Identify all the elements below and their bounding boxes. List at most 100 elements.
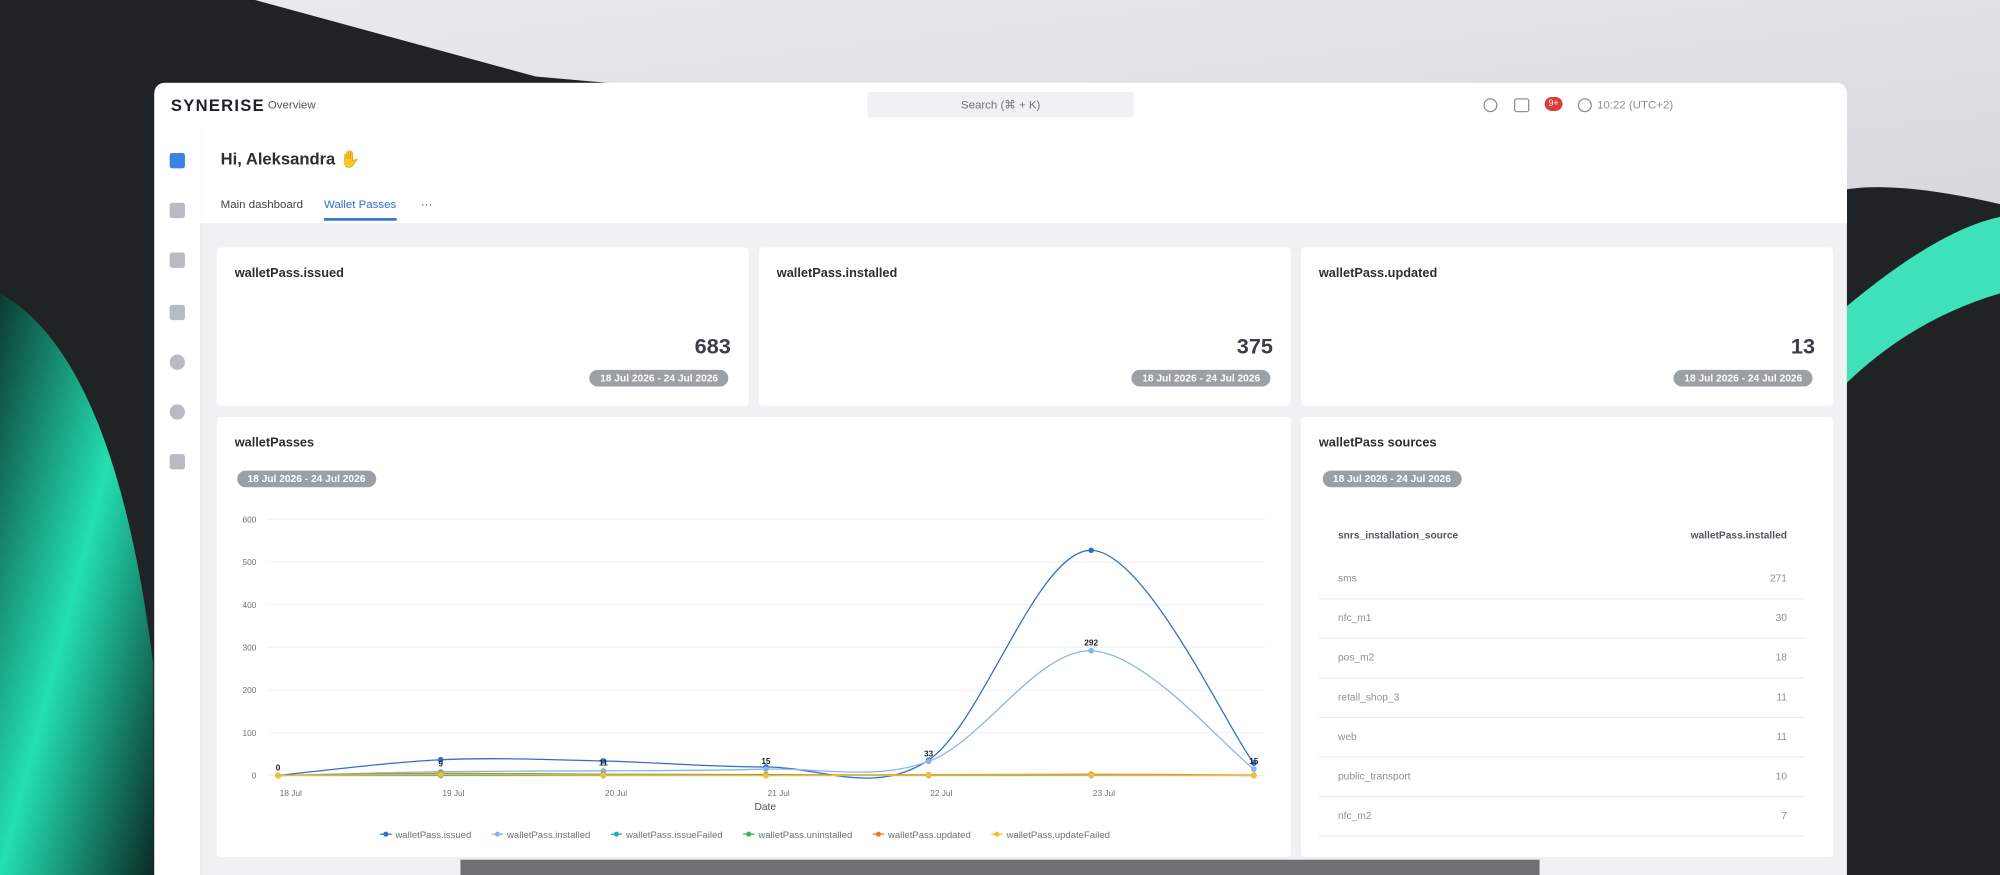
overlay-bar [460,859,1540,875]
nav-link[interactable]: Overview [267,98,316,111]
data-label: 33 [924,748,934,758]
table-row: web 11 [1318,717,1805,758]
data-point [600,758,607,764]
y-tick-label: 200 [243,685,257,695]
x-tick-label: 23 Jul [1093,788,1115,798]
legend-label[interactable]: walletPass.issued [394,830,471,841]
search[interactable]: Search (⌘ + K) [867,91,1134,118]
data-label: 15 [1249,756,1259,766]
help-icon[interactable] [1483,98,1498,113]
data-point [1088,547,1095,554]
y-tick-label: 300 [243,643,257,653]
nav-icon[interactable] [169,454,185,470]
source-value: 18 [1775,651,1787,664]
date-pill: 18 Jul 2026 - 24 Jul 2026 [589,369,729,387]
y-tick-label: 500 [243,557,257,567]
chart-card: walletPasses 18 Jul 2026 - 24 Jul 2026 [216,417,1291,858]
column-header: walletPass.installed [1690,529,1787,541]
kpi-value: 683 [694,334,731,359]
data-point [437,756,444,763]
date-pill: 18 Jul 2026 - 24 Jul 2026 [1322,470,1462,488]
date-pill: 18 Jul 2026 - 24 Jul 2026 [1131,369,1271,387]
kpi-card: walletPass.issued 683 18 Jul 2026 - 24 Jul… [216,247,749,406]
source-name: public_transport [1338,770,1411,782]
kpi-value: 375 [1236,334,1273,359]
table-row: retail_shop_3 11 [1318,677,1805,719]
table-row: public_transport 10 [1318,756,1805,798]
chart-title: walletPasses [234,436,315,451]
legend-label[interactable]: walletPass.uninstalled [757,830,852,841]
nav-icon[interactable] [169,202,185,219]
y-tick-label: 0 [252,771,257,781]
legend-dot [875,831,881,837]
source-name: retail_shop_3 [1338,691,1400,703]
kpi-card: walletPass.installed 375 18 Jul 2026 - 24 … [758,247,1291,406]
kpi-title: walletPass.issued [234,266,344,281]
nav-icon[interactable] [169,153,185,169]
table-row: nfc_m2 7 [1318,796,1805,837]
date-pill: 18 Jul 2026 - 24 Jul 2026 [1674,369,1813,387]
source-value: 11 [1776,730,1787,743]
data-point [437,771,444,778]
data-point [1088,772,1095,778]
nav-icon[interactable] [169,404,185,420]
x-tick-label: 20 Jul [605,788,627,798]
source-value: 30 [1775,612,1787,624]
legend-label[interactable]: walletPass.updated [887,830,971,841]
tab[interactable]: Main dashboard [220,197,303,211]
source-value: 271 [1769,572,1787,585]
nav-icon[interactable] [169,252,185,268]
data-point [600,772,607,778]
data-label: 9 [438,759,443,769]
source-name: pos_m2 [1338,651,1375,664]
data-point [1088,647,1095,654]
data-point [1251,760,1257,766]
notification-badge[interactable]: 9+ [1544,96,1563,111]
data-point [1251,766,1257,772]
legend-dot [746,831,752,837]
x-tick-label: 19 Jul [442,788,464,798]
globe-icon[interactable] [1577,98,1592,113]
nav-icon[interactable] [169,304,185,321]
data-point [1251,772,1257,779]
table-row: pos_m2 18 [1318,638,1805,679]
page-header [200,127,1847,224]
tab-active[interactable]: Wallet Passes [323,198,397,221]
data-label: 292 [1084,638,1098,648]
kpi-title: walletPass.updated [1318,266,1438,281]
kpi-value: 13 [1790,334,1816,359]
data-point [275,772,281,779]
time: 10:22 (UTC+2) [1596,98,1674,111]
source-name: nfc_m1 [1338,612,1372,624]
table-row: sms 271 [1318,559,1805,600]
legend-dot [494,831,500,837]
kpi-card: walletPass.updated 13 18 Jul 2026 - 24 Jul… [1301,247,1833,406]
data-point [925,772,932,778]
data-point [763,766,769,772]
legend-label[interactable]: walletPass.installed [506,830,590,841]
source-name: web [1338,730,1357,743]
source-name: sms [1338,572,1357,585]
data-point [925,758,932,765]
y-tick-label: 100 [243,728,257,738]
tab-more[interactable]: ··· [420,197,433,211]
data-label: 15 [761,756,771,766]
legend-label[interactable]: walletPass.updateFailed [1005,830,1110,841]
sources-title: walletPass sources [1318,436,1437,451]
nav-icon[interactable] [169,354,185,370]
source-value: 11 [1776,691,1787,703]
source-value: 7 [1781,809,1787,822]
sidebar [154,127,202,875]
legend-dot [383,831,389,837]
sources-card: walletPass sources 18 Jul 2026 - 24 Jul … [1301,417,1833,858]
logo[interactable]: SYNERISE [170,95,265,115]
legend-label[interactable]: walletPass.issueFailed [625,830,723,841]
x-tick-label: 18 Jul [280,788,302,798]
series-line [277,549,1255,779]
source-value: 10 [1775,770,1787,782]
academy-icon[interactable] [1514,98,1530,113]
greeting: Hi, Aleksandra ✋ [220,149,361,169]
